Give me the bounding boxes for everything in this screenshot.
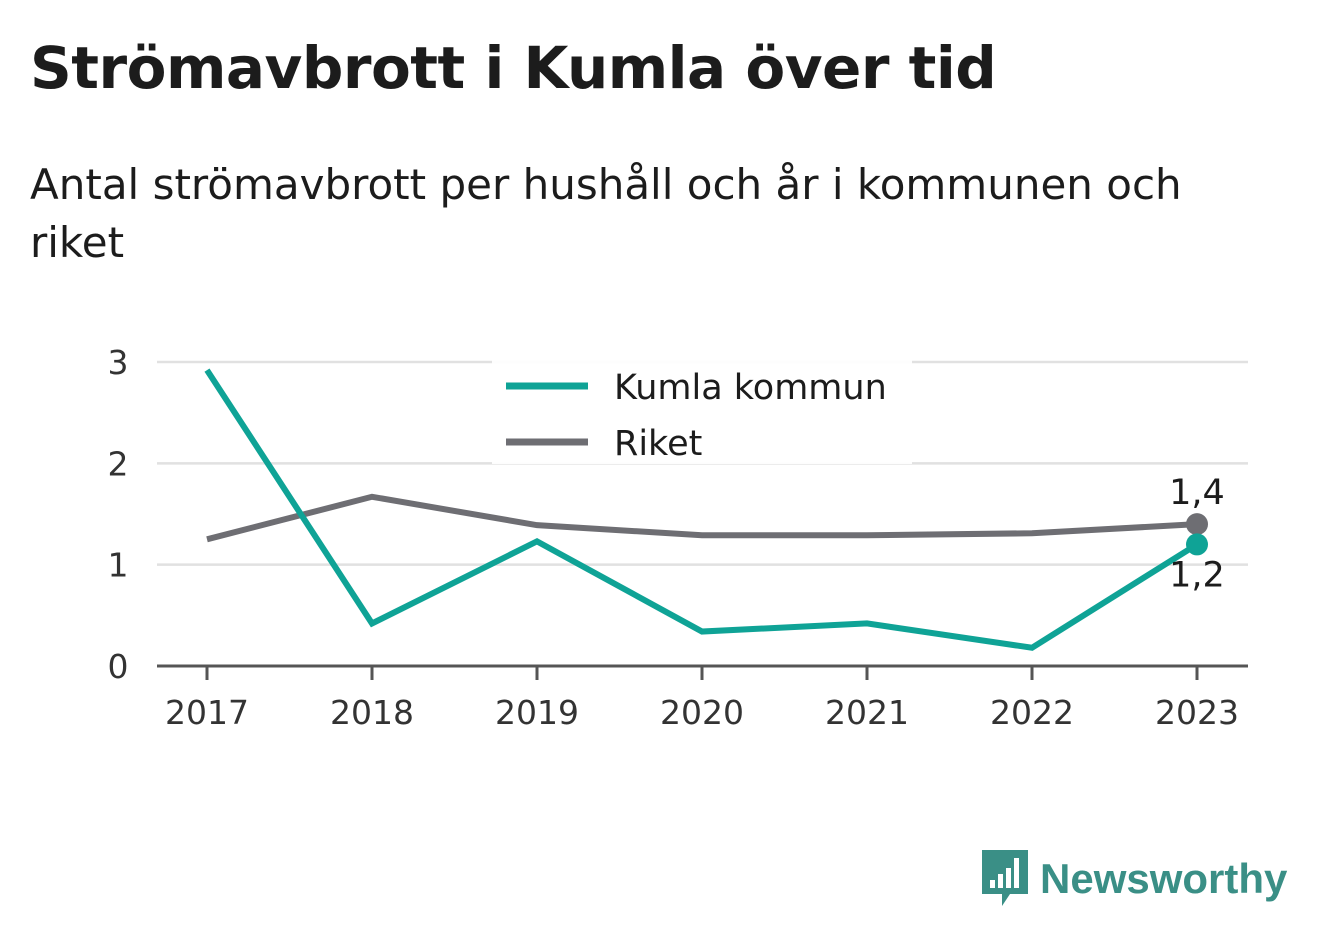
end-markers: 1,4 1,2 bbox=[1169, 473, 1225, 595]
y-tick-label: 2 bbox=[108, 444, 129, 483]
brand-name: Newsworthy bbox=[1040, 855, 1288, 902]
series-lines bbox=[204, 368, 1199, 651]
legend-label-kumla: Kumla kommun bbox=[614, 368, 887, 408]
series-line-riket bbox=[206, 493, 1198, 543]
chart-subtitle: Antal strömavbrott per hushåll och år i … bbox=[30, 160, 1182, 267]
legend-label-riket: Riket bbox=[614, 424, 702, 464]
newsworthy-logo: Newsworthy bbox=[980, 848, 1287, 910]
x-axis-ticks: 2017 2018 2019 2020 2021 2022 2023 bbox=[157, 664, 1248, 732]
line-chart: 0 1 2 3 2017 2018 2019 2020 2021 2022 2023 Kumla … bbox=[108, 343, 1248, 732]
y-tick-label: 1 bbox=[108, 546, 129, 585]
x-tick-label: 2022 bbox=[990, 693, 1074, 732]
end-marker-kumla bbox=[1186, 533, 1208, 556]
x-tick-label: 2017 bbox=[165, 693, 249, 732]
end-label-kumla: 1,2 bbox=[1169, 555, 1225, 595]
y-axis-ticks: 0 1 2 3 bbox=[108, 343, 129, 686]
y-tick-label: 3 bbox=[108, 343, 129, 382]
newsworthy-icon bbox=[982, 850, 1028, 906]
x-tick-label: 2021 bbox=[825, 693, 909, 732]
x-tick-label: 2019 bbox=[495, 693, 579, 732]
end-marker-riket bbox=[1186, 513, 1208, 536]
legend: Kumla kommun Riket bbox=[492, 352, 912, 464]
x-tick-label: 2018 bbox=[330, 693, 414, 732]
series-line-kumla bbox=[204, 368, 1199, 651]
end-label-riket: 1,4 bbox=[1169, 473, 1225, 513]
y-tick-label: 0 bbox=[108, 647, 129, 686]
x-tick-label: 2023 bbox=[1155, 693, 1239, 732]
x-tick-label: 2020 bbox=[660, 693, 744, 732]
chart-title: Strömavbrott i Kumla över tid bbox=[30, 34, 997, 102]
